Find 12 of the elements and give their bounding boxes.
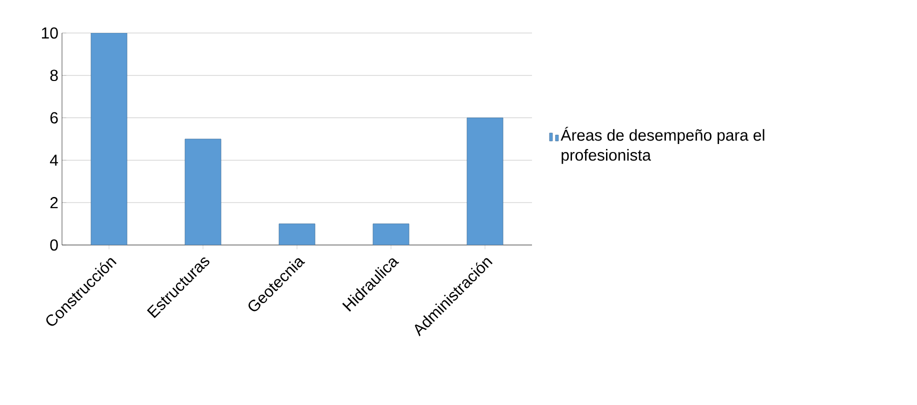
bar [278,224,316,245]
bar [466,118,504,245]
y-tick-label: 4 [50,154,58,166]
y-tick-label: 10 [42,27,58,39]
y-tick-label: 6 [50,112,58,124]
y-tick-label: 8 [50,70,58,82]
legend-label: Áreas de desempeño para el profesionista [560,126,764,164]
bar [90,32,128,245]
bar [372,224,410,245]
y-tick-label: 0 [50,239,58,251]
bar [184,138,222,245]
y-tick-label: 2 [50,197,58,208]
